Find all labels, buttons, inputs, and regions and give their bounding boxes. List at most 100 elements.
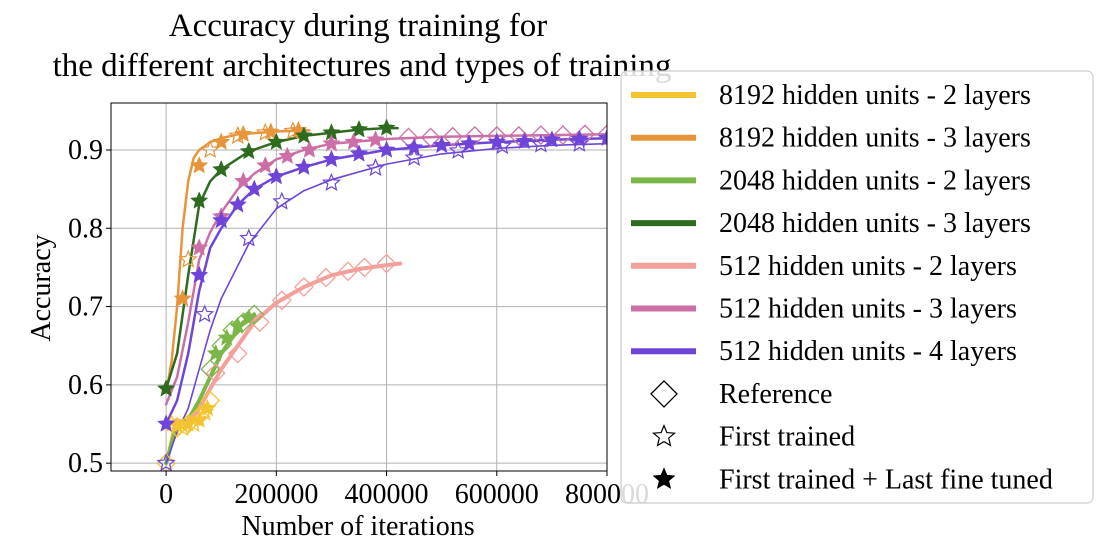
- legend-label: 512 hidden units - 2 layers: [719, 251, 1017, 282]
- data-point: [212, 159, 231, 178]
- legend-label: Reference: [719, 379, 832, 410]
- data-point: [189, 265, 209, 284]
- data-point: [349, 119, 369, 138]
- data-point: [322, 149, 341, 168]
- data-point: [173, 289, 192, 307]
- data-point: [349, 144, 369, 162]
- y-tick-label: 0.6: [68, 370, 103, 401]
- data-point: [245, 179, 264, 197]
- data-point: [211, 335, 232, 356]
- legend-open-star-swatch: [651, 424, 677, 447]
- data-point: [189, 410, 209, 428]
- data-point: [217, 328, 236, 346]
- legend-filled-star-swatch: [652, 467, 676, 489]
- x-axis-ticks: 0 200000 400000 600000 800000: [159, 471, 649, 510]
- data-point: [597, 124, 607, 145]
- data-point: [366, 130, 385, 148]
- data-point: [189, 191, 209, 209]
- data-point: [195, 304, 215, 323]
- data-point: [508, 125, 529, 146]
- data-point: [322, 134, 341, 152]
- data-point: [156, 379, 176, 397]
- x-tick-label: 400000: [345, 479, 429, 510]
- y-axis-ticks: 0.5 0.6 0.7 0.8 0.9: [68, 135, 111, 479]
- y-tick-label: 0.8: [68, 213, 103, 244]
- data-point: [212, 132, 231, 150]
- legend-label: 8192 hidden units - 3 layers: [719, 123, 1031, 154]
- data-point: [569, 133, 589, 152]
- data-point: [300, 140, 319, 158]
- legend-diamond-swatch: [650, 379, 678, 408]
- data-point: [239, 141, 258, 160]
- data-point: [442, 126, 463, 147]
- data-point: [460, 134, 479, 152]
- data-point: [249, 312, 270, 333]
- data-point: [597, 128, 607, 147]
- data-point: [272, 191, 292, 210]
- legend-label: First trained: [719, 422, 855, 453]
- data-point: [338, 261, 358, 282]
- data-point: [267, 166, 286, 185]
- legend-label: 2048 hidden units - 2 layers: [719, 165, 1031, 196]
- data-point: [515, 131, 534, 150]
- data-point: [198, 398, 217, 417]
- y-tick-label: 0.5: [68, 448, 103, 479]
- chart-title-line-1: Accuracy during training for: [169, 8, 547, 44]
- data-point: [283, 121, 303, 140]
- chart-title-line-2: the different architectures and types of…: [53, 48, 672, 84]
- chart-title: Accuracy during training for the differe…: [53, 8, 672, 84]
- data-point: [464, 125, 485, 146]
- data-point: [492, 136, 512, 155]
- legend-frame: [620, 70, 1094, 504]
- data-point: [448, 140, 468, 159]
- y-tick-label: 0.9: [68, 135, 103, 166]
- legend-label: 512 hidden units - 3 layers: [719, 294, 1017, 325]
- data-point: [293, 277, 314, 297]
- data-point: [234, 171, 253, 190]
- data-point: [570, 129, 589, 147]
- data-point: [255, 122, 275, 141]
- legend: 8192 hidden units - 2 layers 8192 hidden …: [620, 70, 1094, 504]
- x-tick-label: 0: [159, 479, 173, 510]
- data-point: [178, 249, 198, 268]
- data-point: [261, 122, 281, 140]
- data-point: [267, 132, 286, 150]
- y-axis-label: Accuracy: [26, 234, 57, 341]
- data-point: [377, 118, 396, 136]
- data-point: [200, 139, 220, 159]
- data-point: [294, 126, 314, 144]
- data-point: [552, 125, 573, 146]
- plot-markers: [156, 118, 607, 471]
- data-point: [239, 308, 258, 327]
- x-tick-label: 600000: [455, 479, 539, 510]
- data-point: [354, 257, 375, 278]
- data-point: [239, 228, 259, 247]
- data-point: [432, 135, 451, 154]
- data-point: [189, 238, 209, 256]
- data-point: [156, 414, 176, 432]
- legend-label: 2048 hidden units - 3 layers: [719, 208, 1031, 239]
- legend-label: First trained + Last fine tuned: [719, 464, 1053, 495]
- data-point: [365, 157, 386, 177]
- data-point: [531, 134, 551, 153]
- x-tick-label: 200000: [234, 479, 318, 510]
- data-point: [200, 359, 221, 380]
- data-point: [344, 132, 363, 150]
- data-point: [278, 146, 297, 165]
- data-point: [377, 140, 396, 158]
- data-point: [228, 195, 247, 213]
- data-point: [271, 290, 292, 311]
- data-point: [420, 127, 441, 148]
- data-point: [206, 343, 225, 362]
- data-point: [189, 155, 209, 174]
- x-axis-label: Number of iterations: [241, 511, 474, 542]
- data-point: [316, 267, 336, 288]
- plot-frame: [110, 102, 608, 472]
- data-point: [294, 157, 314, 176]
- y-tick-label: 0.7: [68, 292, 103, 323]
- legend-label: 8192 hidden units - 2 layers: [719, 80, 1031, 111]
- data-point: [256, 155, 275, 174]
- data-point: [321, 172, 341, 191]
- data-point: [227, 343, 248, 364]
- data-point: [212, 210, 231, 229]
